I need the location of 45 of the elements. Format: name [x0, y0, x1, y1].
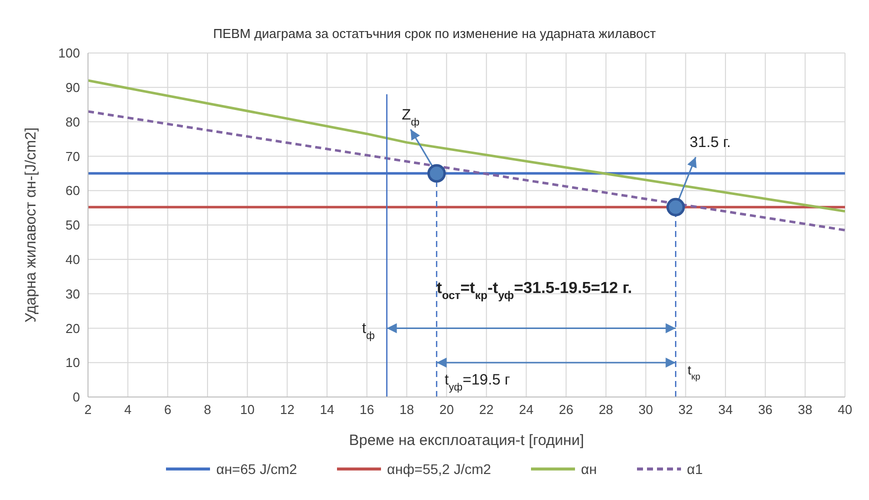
x-tick-label: 8 [204, 402, 212, 418]
y-tick-label: 40 [66, 252, 80, 268]
y-tick-label: 50 [66, 218, 80, 233]
x-tick-label: 20 [439, 402, 454, 418]
annotation: Z$_{ф}$ [402, 106, 420, 128]
x-tick-label: 32 [678, 402, 693, 418]
x-tick-label: 26 [558, 402, 574, 418]
annotation: t$_{ост}$=t$_{кр}$-t$_{уф}$=31.5-19.5=12 г. [436, 280, 632, 302]
line-series [88, 79, 845, 212]
x-tick-label: 4 [124, 402, 132, 418]
x-tick-label: 24 [519, 402, 534, 418]
x-tick-label: 12 [280, 402, 294, 418]
x-tick-label: 14 [320, 402, 334, 418]
y-tick-label: 20 [66, 320, 80, 336]
x-tick-label: 10 [240, 402, 255, 418]
chart-title: ПЕВМ диаграма за остатъчния срок по изменение на ударната жилавост [212, 25, 657, 43]
legend-label: αн [581, 461, 597, 477]
x-tick-label: 2 [84, 402, 92, 418]
y-tick-label: 100 [58, 46, 80, 61]
x-tick-label: 38 [798, 402, 812, 418]
x-tick-label: 18 [400, 402, 414, 418]
x-tick-label: 22 [479, 402, 494, 418]
x-tick-label: 28 [598, 402, 614, 418]
x-tick-label: 30 [638, 402, 654, 418]
y-tick-label: 10 [66, 355, 80, 370]
y-tick-label: 30 [66, 286, 80, 302]
x-tick-label: 36 [758, 402, 773, 418]
legend-label: αн=65 J/cm2 [216, 461, 298, 477]
legend-label: α1 [686, 461, 703, 477]
legend-label: αнф=55,2 J/cm2 [387, 461, 492, 477]
y-tick-label: 90 [66, 80, 80, 96]
annotation: t$_{кр}$ [688, 362, 700, 382]
x-tick-label: 40 [838, 402, 852, 418]
x-axis-title: Време на експлоатация-t [години] [348, 432, 584, 449]
x-tick-label: 16 [360, 402, 374, 418]
y-axis-title: Ударна жилавост αн-[J/cm2] [22, 127, 40, 323]
y-tick-label: 80 [66, 114, 80, 130]
x-tick-label: 34 [718, 402, 733, 418]
annotation: 31.5 г. [690, 134, 731, 152]
y-tick-label: 70 [66, 148, 80, 164]
annotation: t$_{ф}$ [362, 320, 376, 342]
y-tick-label: 60 [66, 183, 80, 198]
y-tick-label: 0 [72, 390, 80, 405]
x-tick-label: 6 [164, 402, 172, 418]
annotation: t$_{уф}$=19.5 г [444, 372, 511, 394]
